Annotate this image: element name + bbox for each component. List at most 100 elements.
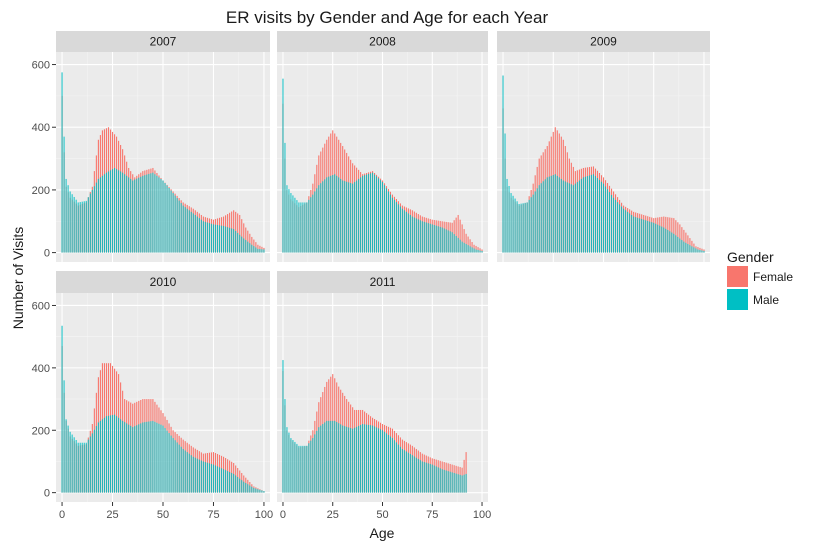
bar-male-age-60	[182, 205, 184, 253]
bar-male-age-57	[617, 202, 619, 253]
bar-male-age-72	[647, 220, 649, 253]
bar-male-age-29	[120, 171, 122, 253]
bar-male-age-69	[200, 460, 202, 493]
x-tick-label: 50	[376, 509, 388, 521]
bar-male-age-12	[85, 442, 87, 493]
panels-group: 2007 0 200 400 600 2008 2009 2010 0 200 400 600 0 25 5…	[32, 31, 710, 521]
bar-male-age-46	[154, 174, 156, 253]
bar-male-age-69	[641, 219, 643, 253]
bar-male-age-23	[548, 176, 550, 253]
bar-male-age-25	[552, 175, 554, 253]
bar-male-age-16	[93, 186, 95, 253]
bar-male-age-5	[512, 195, 514, 253]
bar-male-age-4	[69, 431, 71, 493]
strip-2007	[56, 31, 270, 52]
bar-male-age-30	[562, 180, 564, 253]
bar-male-age-99	[261, 490, 263, 493]
bar-male-age-100	[481, 251, 483, 253]
bar-male-age-87	[237, 232, 239, 253]
bar-male-age-82	[667, 230, 669, 253]
bar-male-age-37	[576, 182, 578, 253]
bar-male-age-31	[344, 181, 346, 253]
bar-male-age-45	[152, 420, 154, 493]
bar-male-age-51	[604, 186, 607, 253]
bar-male-age-28	[558, 177, 560, 253]
bar-male-age-66	[194, 214, 196, 253]
bar-male-age-35	[132, 427, 134, 493]
bar-male-age-48	[598, 179, 601, 253]
bar-male-age-25	[332, 420, 334, 493]
bar-male-age-91	[685, 242, 687, 253]
bar-male-age-81	[225, 226, 227, 253]
bar-male-age-85	[451, 472, 453, 493]
bar-male-age-6	[514, 198, 516, 253]
bar-male-age-53	[608, 192, 611, 253]
bar-male-age-21	[103, 174, 106, 253]
bar-male-age-43	[588, 175, 590, 253]
x-tick-label: 25	[106, 509, 118, 521]
bar-male-age-92	[687, 243, 689, 253]
bar-male-age-84	[449, 471, 451, 493]
y-tick-label: 200	[32, 425, 50, 437]
bar-male-age-28	[338, 423, 340, 493]
bar-male-age-54	[170, 435, 172, 493]
bar-female-age-89	[459, 219, 461, 253]
bar-male-age-49	[160, 178, 162, 253]
bar-male-age-36	[354, 182, 356, 253]
bar-male-age-20	[542, 181, 544, 253]
bar-male-age-15	[91, 189, 93, 253]
bar-male-age-62	[186, 208, 188, 253]
bar-male-age-94	[691, 246, 693, 253]
bar-male-age-68	[417, 219, 419, 253]
bar-male-age-99	[479, 250, 481, 253]
bar-male-age-18	[97, 422, 99, 493]
bar-male-age-89	[459, 474, 461, 493]
bar-male-age-66	[413, 217, 415, 253]
bar-male-age-13	[87, 197, 89, 253]
bar-male-age-64	[190, 211, 192, 253]
bar-male-age-2	[286, 185, 288, 253]
bar-female-age-90	[243, 223, 245, 253]
bar-male-age-89	[681, 240, 683, 253]
strip-label-2009: 2009	[590, 35, 617, 49]
bar-male-age-50	[381, 182, 384, 253]
bar-male-age-56	[174, 195, 176, 253]
bar-male-age-3	[288, 432, 290, 493]
bar-male-age-93	[467, 245, 469, 253]
bar-male-age-54	[389, 194, 392, 253]
bar-male-age-25	[111, 415, 114, 493]
bar-male-age-31	[124, 174, 126, 253]
bar-male-age-68	[639, 218, 641, 253]
bar-male-age-90	[461, 475, 463, 493]
panel-2009: 2009	[497, 31, 710, 262]
bar-male-age-77	[435, 225, 437, 253]
bar-male-age-10	[302, 202, 304, 253]
strip-label-2008: 2008	[369, 35, 396, 49]
bar-male-age-70	[421, 221, 423, 253]
bar-male-age-63	[407, 452, 409, 493]
bar-male-age-56	[615, 199, 617, 253]
bar-male-age-73	[427, 223, 429, 253]
bar-male-age-41	[584, 176, 586, 253]
bar-male-age-6	[294, 441, 296, 493]
bar-male-age-90	[461, 241, 463, 253]
bar-male-age-4	[290, 438, 292, 493]
bar-male-age-88	[239, 478, 241, 493]
bar-male-age-41	[144, 175, 146, 253]
bar-male-age-43	[148, 421, 150, 493]
bar-male-age-42	[146, 174, 148, 253]
bar-male-age-31	[564, 181, 566, 253]
bar-male-age-6	[73, 437, 75, 493]
bar-male-age-60	[623, 208, 625, 253]
bar-male-age-11	[524, 202, 526, 253]
bar-male-age-20	[322, 424, 324, 493]
bar-male-age-97	[257, 248, 259, 253]
bar-male-age-64	[409, 453, 411, 493]
bar-male-age-29	[560, 178, 562, 253]
bar-male-age-10	[81, 201, 83, 253]
bar-male-age-65	[192, 456, 194, 493]
bar-male-age-19	[320, 183, 322, 253]
bar-male-age-2	[286, 427, 288, 493]
bar-male-age-96	[473, 248, 475, 253]
bar-male-age-67	[196, 458, 198, 493]
